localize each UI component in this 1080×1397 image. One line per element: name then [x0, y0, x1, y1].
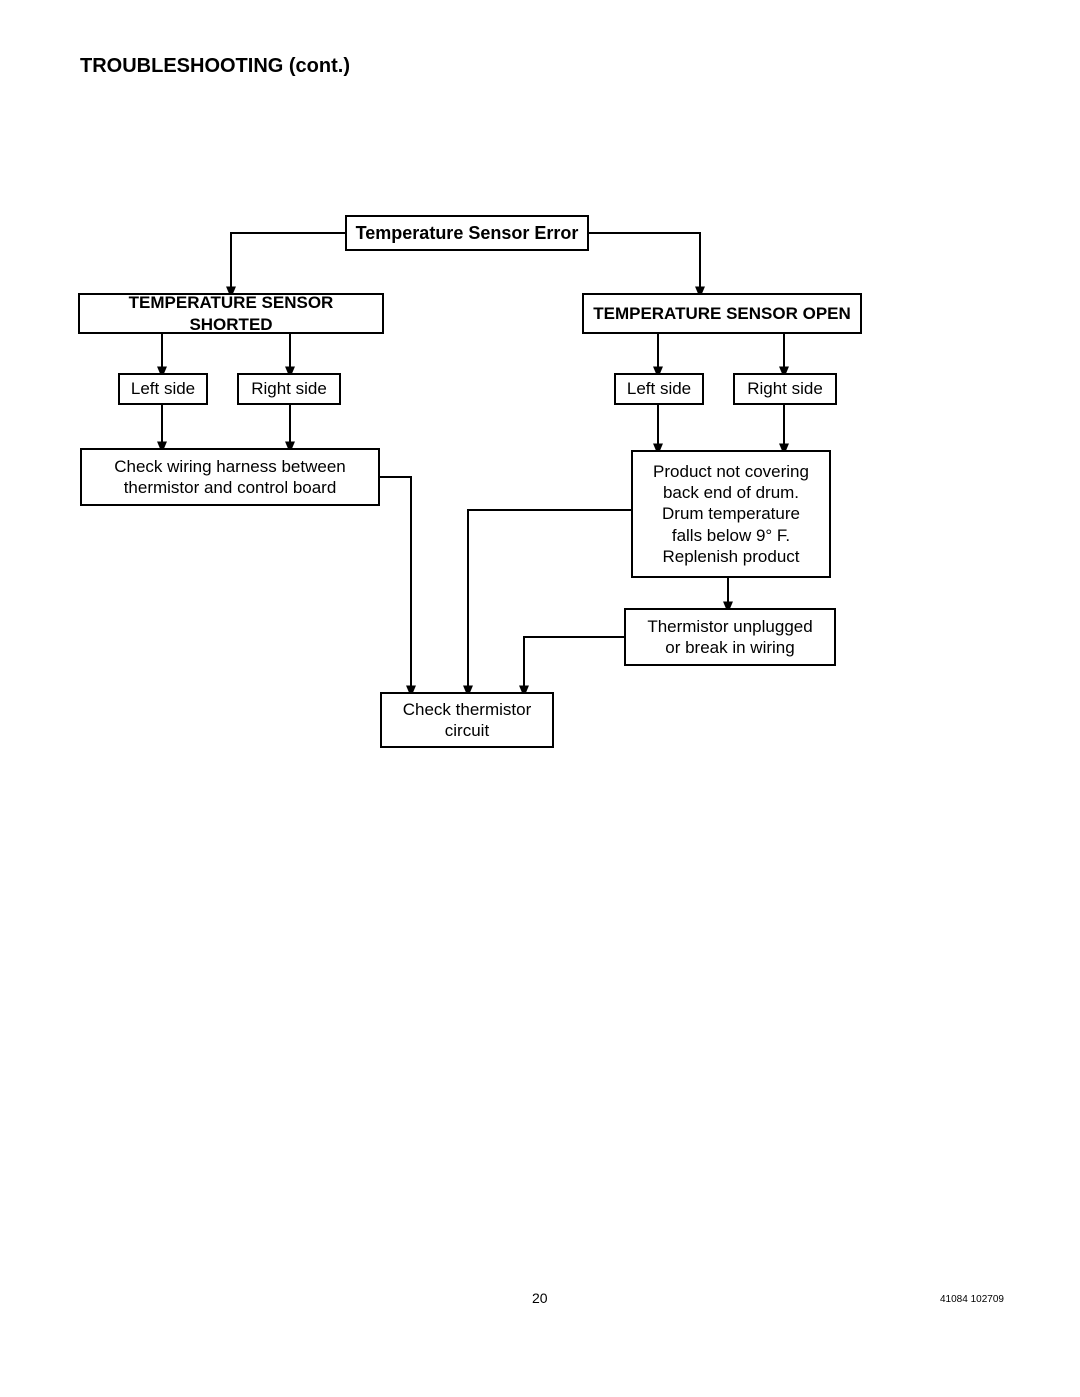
node-shorted-right: Right side	[237, 373, 341, 405]
node-root: Temperature Sensor Error	[345, 215, 589, 251]
node-open-left: Left side	[614, 373, 704, 405]
node-open: TEMPERATURE SENSOR OPEN	[582, 293, 862, 334]
node-check-circuit: Check thermistorcircuit	[380, 692, 554, 748]
node-thermistor-unplugged: Thermistor unpluggedor break in wiring	[624, 608, 836, 666]
node-product-not-covering: Product not coveringback end of drum.Dru…	[631, 450, 831, 578]
doc-id: 41084 102709	[940, 1294, 1004, 1305]
page: TROUBLESHOOTING (cont.) Temperature Sens…	[0, 0, 1080, 1397]
section-heading: TROUBLESHOOTING (cont.)	[80, 55, 350, 78]
page-number: 20	[532, 1290, 548, 1306]
node-shorted: TEMPERATURE SENSOR SHORTED	[78, 293, 384, 334]
node-check-wiring: Check wiring harness betweenthermistor a…	[80, 448, 380, 506]
node-open-right: Right side	[733, 373, 837, 405]
node-shorted-left: Left side	[118, 373, 208, 405]
